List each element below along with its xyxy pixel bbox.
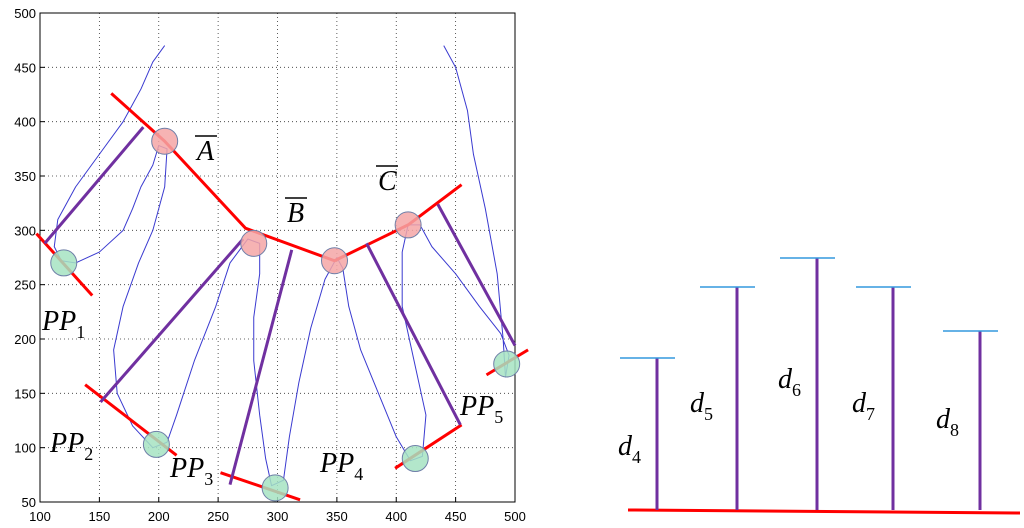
data-line — [228, 249, 294, 485]
x-tick-label: 200 — [148, 509, 170, 524]
annotation: PP5 — [459, 391, 503, 427]
annotation-sub: 2 — [84, 444, 93, 464]
annotation-sub: 1 — [76, 322, 85, 342]
category-label-sub: 4 — [632, 447, 641, 467]
category-label: d7 — [852, 388, 875, 424]
category-label-sub: 7 — [866, 404, 875, 424]
data-line — [365, 242, 462, 426]
category-label: d5 — [690, 388, 713, 424]
baseline — [627, 508, 1021, 515]
x-tick-label: 450 — [445, 509, 467, 524]
y-tick-label: 150 — [14, 386, 36, 401]
point-marker — [321, 247, 348, 275]
x-tick-label: 350 — [326, 509, 348, 524]
data-line — [436, 203, 517, 347]
point-marker — [394, 211, 422, 239]
annotation-main: PP — [41, 306, 76, 337]
point-marker — [493, 350, 521, 378]
x-tick-label: 100 — [29, 509, 51, 524]
category-label: d6 — [778, 364, 801, 400]
y-tick-label: 200 — [14, 332, 36, 347]
annotation-main: PP — [49, 428, 84, 459]
x-tick-label: 500 — [504, 509, 526, 524]
annotation: PP1 — [41, 306, 85, 342]
data-line — [53, 45, 510, 487]
y-tick-label: 50 — [22, 495, 36, 510]
x-tick-label: 150 — [89, 509, 111, 524]
data-line — [220, 471, 301, 502]
category-label-main: d — [618, 431, 633, 462]
category-label-sub: 8 — [950, 420, 959, 440]
annotation: PP2 — [49, 428, 93, 464]
y-tick-label: 100 — [14, 441, 36, 456]
annotation-main: C — [378, 166, 397, 197]
plot-frame — [39, 12, 516, 503]
annotation-main: PP — [169, 453, 204, 484]
x-tick-label: 400 — [385, 509, 407, 524]
annotation-main: B — [287, 198, 304, 229]
annotation-sub: 4 — [354, 464, 363, 484]
annotation: A — [195, 136, 215, 167]
point-marker — [151, 127, 179, 155]
annotation-sub: 3 — [204, 469, 213, 489]
data-line — [43, 126, 145, 245]
annotation-main: PP — [319, 448, 354, 479]
y-tick-label: 400 — [14, 115, 36, 130]
category-label-main: d — [852, 388, 867, 419]
annotation-main: PP — [459, 391, 494, 422]
point-marker — [50, 249, 78, 277]
annotation: PP3 — [169, 453, 213, 489]
point-marker — [401, 445, 429, 473]
y-tick-label: 500 — [14, 6, 36, 21]
category-label-main: d — [778, 364, 793, 395]
x-tick-label: 300 — [267, 509, 289, 524]
y-tick-label: 300 — [14, 223, 36, 238]
category-label-sub: 6 — [792, 380, 801, 400]
annotation-main: A — [195, 136, 215, 167]
category-label-main: d — [690, 388, 705, 419]
data-line — [99, 238, 245, 404]
y-tick-label: 350 — [14, 169, 36, 184]
annotation: B — [287, 198, 304, 229]
category-label: d8 — [936, 404, 959, 440]
x-tick-label: 250 — [207, 509, 229, 524]
category-label-sub: 5 — [704, 404, 713, 424]
y-tick-label: 450 — [14, 60, 36, 75]
annotation-sub: 5 — [494, 407, 503, 427]
annotation: PP4 — [319, 448, 363, 484]
point-marker — [142, 430, 170, 458]
category-label-main: d — [936, 404, 951, 435]
category-label: d4 — [618, 431, 641, 467]
annotation: C — [378, 166, 397, 197]
y-tick-label: 250 — [14, 278, 36, 293]
point-marker — [240, 229, 268, 257]
point-marker — [261, 474, 289, 502]
